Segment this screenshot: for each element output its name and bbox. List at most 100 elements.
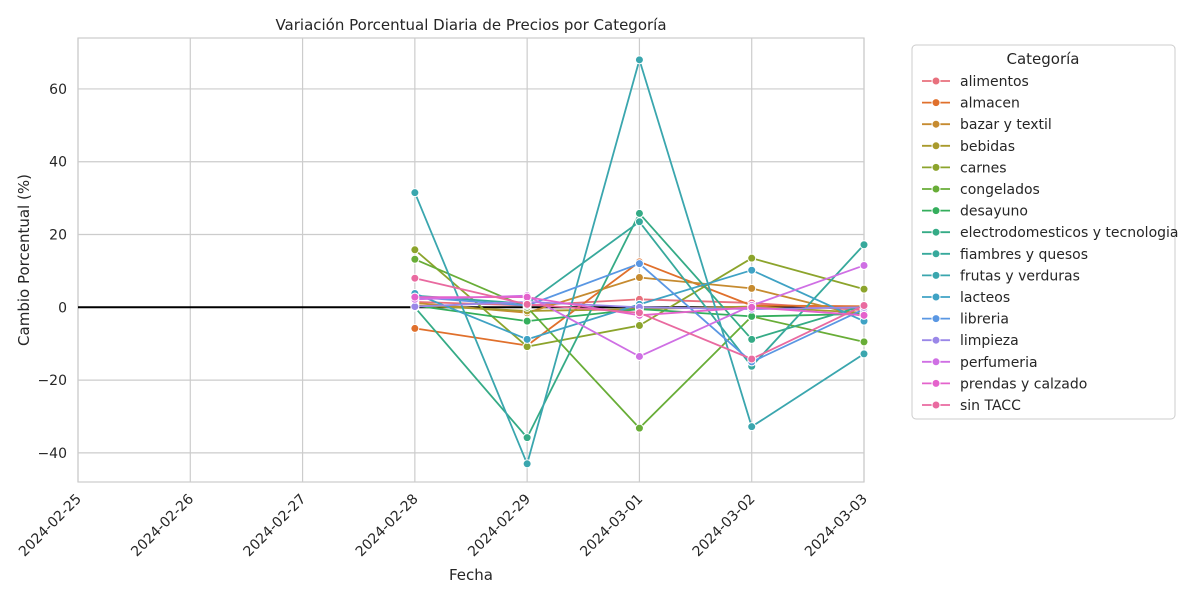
data-point <box>859 300 869 310</box>
data-point <box>634 351 644 361</box>
data-point <box>634 55 644 65</box>
x-axis-title: Fecha <box>449 566 493 584</box>
data-point <box>747 354 757 364</box>
data-point <box>859 310 869 320</box>
legend-item: bebidas <box>922 139 1015 155</box>
data-point <box>859 284 869 294</box>
legend-label: bebidas <box>960 139 1015 155</box>
data-point <box>522 459 532 469</box>
legend-item: prendas y calzado <box>922 376 1087 392</box>
y-tick-label: 60 <box>49 82 67 98</box>
data-point <box>410 273 420 283</box>
data-point <box>522 316 532 326</box>
legend-item: electrodomesticos y tecnologia <box>922 225 1178 241</box>
chart-title: Variación Porcentual Diaria de Precios p… <box>275 16 666 34</box>
legend-label: libreria <box>960 312 1009 328</box>
data-point <box>634 423 644 433</box>
legend-swatch-marker <box>931 76 941 86</box>
data-point <box>522 334 532 344</box>
legend-swatch-marker <box>931 292 941 302</box>
legend-swatch-marker <box>931 162 941 172</box>
legend-label: bazar y textil <box>960 117 1052 133</box>
plot-area <box>77 37 865 483</box>
legend-item: alimentos <box>922 74 1029 90</box>
legend-item: bazar y textil <box>922 117 1052 133</box>
data-point <box>410 292 420 302</box>
legend-swatch-marker <box>931 119 941 129</box>
legend-item: carnes <box>922 160 1007 176</box>
legend-label: desayuno <box>960 204 1028 220</box>
legend-item: lacteos <box>922 290 1010 306</box>
legend-items: alimentos almacen bazar y textil bebidas car… <box>922 74 1178 414</box>
y-tick-label: 40 <box>49 155 67 171</box>
data-point <box>410 323 420 333</box>
series-carnes <box>410 245 869 352</box>
legend-label: carnes <box>960 160 1007 176</box>
data-point <box>410 254 420 264</box>
legend-item: desayuno <box>922 204 1028 220</box>
data-point <box>859 349 869 359</box>
y-tick-label: 20 <box>49 228 67 244</box>
data-point <box>634 272 644 282</box>
legend-item: congelados <box>922 182 1040 198</box>
data-point <box>410 188 420 198</box>
series-sin-tacc <box>410 273 869 364</box>
data-point <box>522 433 532 443</box>
data-point <box>859 240 869 250</box>
data-point <box>634 208 644 218</box>
data-point <box>747 283 757 293</box>
y-tick-label: 0 <box>58 300 67 316</box>
y-tick-label: −40 <box>37 446 67 462</box>
data-point <box>747 422 757 432</box>
data-point <box>859 260 869 270</box>
legend-swatch-marker <box>931 335 941 345</box>
data-point <box>747 253 757 263</box>
data-point <box>747 302 757 312</box>
legend-swatch-marker <box>931 249 941 259</box>
legend-label: sin TACC <box>960 398 1021 414</box>
legend-swatch-marker <box>931 270 941 280</box>
series-frutas-y-verduras <box>410 55 869 469</box>
legend-item: libreria <box>922 312 1009 328</box>
legend-label: fiambres y quesos <box>960 247 1088 263</box>
legend-label: congelados <box>960 182 1040 198</box>
legend-label: frutas y verduras <box>960 268 1080 284</box>
legend-swatch-marker <box>931 400 941 410</box>
legend-swatch-marker <box>931 227 941 237</box>
data-point <box>747 334 757 344</box>
y-axis-title: Cambio Porcentual (%) <box>15 174 33 346</box>
data-point <box>634 321 644 331</box>
legend-item: perfumeria <box>922 355 1038 371</box>
data-point <box>522 299 532 309</box>
y-tick-label: −20 <box>37 373 67 389</box>
legend-label: lacteos <box>960 290 1010 306</box>
legend-swatch-marker <box>931 184 941 194</box>
data-point <box>410 245 420 255</box>
legend-label: almacen <box>960 96 1020 112</box>
data-point <box>634 308 644 318</box>
legend-label: perfumeria <box>960 355 1038 371</box>
data-point <box>634 259 644 269</box>
legend-swatch-marker <box>931 357 941 367</box>
legend: Categoría alimentos almacen bazar y textil… <box>911 44 1178 420</box>
legend-label: alimentos <box>960 74 1029 90</box>
legend-frame <box>911 44 1176 420</box>
legend-swatch-marker <box>931 314 941 324</box>
data-point <box>747 265 757 275</box>
series-lines <box>410 55 869 469</box>
legend-swatch-marker <box>931 206 941 216</box>
legend-item: fiambres y quesos <box>922 247 1088 263</box>
legend-label: limpieza <box>960 333 1019 349</box>
data-point <box>859 337 869 347</box>
legend-swatch-marker <box>931 141 941 151</box>
legend-item: frutas y verduras <box>922 268 1080 284</box>
legend-label: electrodomesticos y tecnologia <box>960 225 1178 241</box>
legend-item: sin TACC <box>922 398 1021 414</box>
legend-label: prendas y calzado <box>960 376 1087 392</box>
legend-swatch-marker <box>931 98 941 108</box>
legend-title: Categoría <box>1006 50 1079 68</box>
legend-item: limpieza <box>922 333 1019 349</box>
legend-swatch-marker <box>931 378 941 388</box>
legend-item: almacen <box>922 96 1020 112</box>
